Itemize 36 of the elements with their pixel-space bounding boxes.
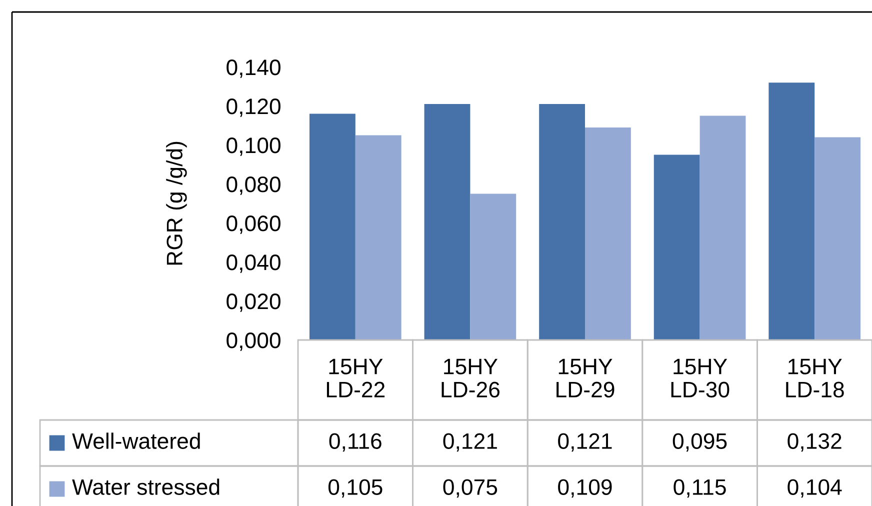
- bar: [585, 127, 631, 340]
- legend-label: Water stressed: [72, 478, 220, 495]
- data-label: 0,105: [328, 479, 382, 498]
- y-tick-label: 0,040: [226, 254, 280, 273]
- data-label: 0,132: [788, 433, 842, 452]
- data-label: 0,109: [558, 479, 612, 498]
- bar: [470, 194, 516, 340]
- x-tick-label: 15HY LD-30: [671, 358, 730, 398]
- y-tick-label: 0,080: [226, 176, 280, 195]
- legend-label: Well-watered: [72, 432, 200, 449]
- bar: [768, 82, 815, 340]
- bar: [355, 135, 402, 340]
- bar: [309, 114, 356, 340]
- data-label: 0,121: [443, 433, 497, 452]
- data-label: 0,116: [329, 433, 382, 452]
- bar: [654, 154, 700, 340]
- x-tick-label: 15HY LD-18: [786, 358, 844, 398]
- y-axis-title: RGR (g /g/d): [166, 142, 187, 265]
- y-tick-label: 0,060: [226, 216, 280, 234]
- bar: [424, 104, 470, 340]
- y-tick-label: 0,140: [226, 60, 280, 78]
- data-label: 0,075: [443, 479, 498, 498]
- y-tick-label: 0,100: [226, 138, 280, 156]
- y-tick-label: 0,020: [226, 294, 280, 312]
- bar: [814, 137, 861, 340]
- data-label: 0,104: [788, 479, 842, 498]
- x-tick-label: 15HY LD-22: [326, 358, 385, 398]
- y-tick-label: 0,000: [226, 332, 280, 351]
- x-tick-label: 15HY LD-26: [442, 358, 500, 398]
- x-tick-label: 15HY LD-29: [556, 358, 614, 398]
- bar: [539, 104, 585, 340]
- data-label: 0,115: [674, 479, 726, 498]
- bar: [700, 116, 746, 340]
- data-label: 0,121: [558, 433, 612, 452]
- data-label: 0,095: [672, 433, 727, 452]
- y-tick-label: 0,120: [226, 98, 280, 117]
